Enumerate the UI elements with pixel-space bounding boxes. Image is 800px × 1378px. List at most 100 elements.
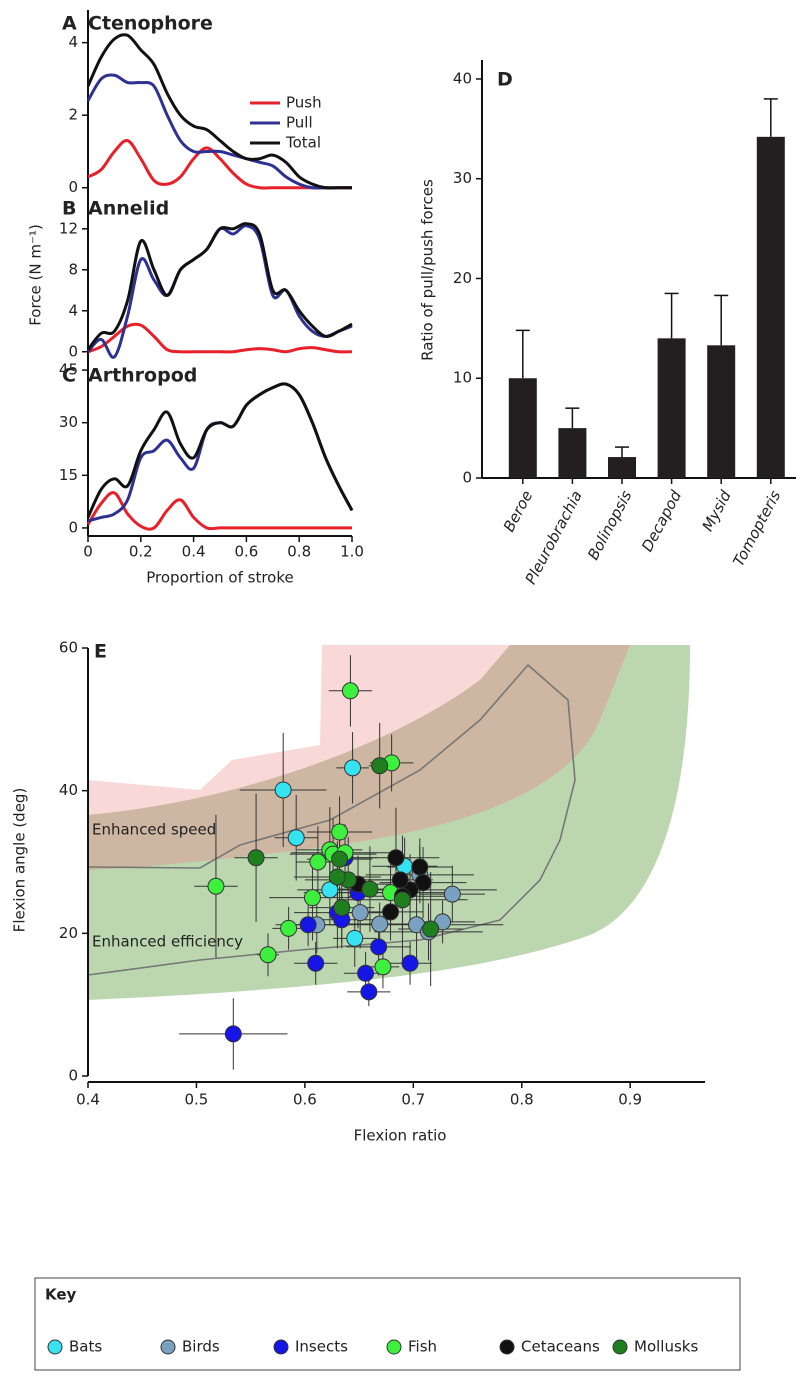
legend-marker <box>499 1339 515 1355</box>
x-tick-label: 0.6 <box>293 1091 317 1109</box>
point <box>224 1025 242 1043</box>
legend-marker <box>386 1339 402 1355</box>
x-axis-label: Flexion ratio <box>354 1127 447 1145</box>
y-tick-label: 60 <box>59 639 78 657</box>
y-tick-label: 10 <box>453 369 472 387</box>
point <box>443 885 461 903</box>
point <box>351 904 369 922</box>
y-tick-label: 2 <box>68 106 78 124</box>
series-line <box>86 33 352 190</box>
y-tick-label: 0 <box>68 342 78 360</box>
annotation: Enhanced efficiency <box>92 933 243 951</box>
annotation: Enhanced speed <box>92 821 216 839</box>
panel-letter: D <box>497 69 513 91</box>
legend-marker <box>612 1339 628 1355</box>
point <box>247 849 265 867</box>
point <box>411 858 429 876</box>
y-axis-label: Flexion angle (deg) <box>11 788 29 933</box>
y-tick-label: 30 <box>59 413 78 431</box>
panel-letter: C <box>62 365 76 387</box>
legend-label: Bats <box>69 1338 102 1356</box>
point <box>414 874 432 892</box>
x-tick-label: 0.2 <box>129 543 153 561</box>
point <box>287 829 305 847</box>
panel-letter: E <box>94 641 107 663</box>
legend-label: Birds <box>182 1338 220 1356</box>
series-line <box>86 382 354 519</box>
x-tick-label: 0.9 <box>618 1091 642 1109</box>
point <box>321 881 339 899</box>
series-line <box>86 222 353 351</box>
point <box>299 916 317 934</box>
x-tick-label: 0.7 <box>401 1091 425 1109</box>
point <box>307 954 325 972</box>
panel-title: Annelid <box>88 198 169 220</box>
point <box>401 954 419 972</box>
x-tick-label: 0.8 <box>510 1091 534 1109</box>
point <box>274 781 292 799</box>
point <box>422 920 440 938</box>
point <box>357 964 375 982</box>
y-tick-label: 0 <box>68 178 78 196</box>
bar <box>558 428 587 478</box>
model-regions <box>87 645 690 1000</box>
point <box>344 759 362 777</box>
legend-label: Push <box>286 94 322 112</box>
x-tick-label: Beroe <box>500 488 537 535</box>
y-tick-label: 45 <box>59 361 78 379</box>
point <box>374 958 392 976</box>
legend-label: Fish <box>408 1338 437 1356</box>
y-tick-label: 15 <box>59 466 78 484</box>
point <box>333 899 351 917</box>
point <box>280 919 298 937</box>
x-tick-label: Bolinopsis <box>584 487 636 563</box>
panel-title: Arthropod <box>88 365 197 387</box>
legend-marker <box>160 1339 176 1355</box>
series-line <box>86 73 352 190</box>
series-line <box>86 224 353 359</box>
bar <box>657 338 686 478</box>
point <box>361 880 379 898</box>
point <box>207 877 225 895</box>
point <box>360 983 378 1001</box>
x-tick-label: 1.0 <box>340 543 364 561</box>
y-tick-label: 4 <box>68 301 78 319</box>
legend-marker <box>47 1339 63 1355</box>
series-line <box>87 322 353 354</box>
y-tick-label: 20 <box>453 269 472 287</box>
legend-label: Pull <box>286 114 313 132</box>
point <box>259 946 277 964</box>
point <box>328 868 346 886</box>
x-tick-label: 0.6 <box>234 543 258 561</box>
legend-marker <box>273 1339 289 1355</box>
bar <box>608 457 636 478</box>
y-tick-label: 8 <box>68 260 78 278</box>
y-tick-label: 4 <box>68 33 78 51</box>
points <box>179 655 504 1070</box>
point <box>346 929 364 947</box>
y-tick-label: 40 <box>59 781 78 799</box>
point <box>370 938 388 956</box>
bar <box>508 378 537 478</box>
bar <box>756 136 785 478</box>
x-axis-label: Proportion of stroke <box>146 569 293 587</box>
x-tick-label: Mysid <box>698 487 734 534</box>
series-line <box>86 491 352 531</box>
point <box>303 889 321 907</box>
x-tick-label: 0.5 <box>185 1091 209 1109</box>
point <box>341 682 359 700</box>
legend-label: Insects <box>295 1338 348 1356</box>
y-axis-label: Force (N m⁻¹) <box>27 224 45 326</box>
overlap-region <box>88 645 630 870</box>
point <box>382 903 400 921</box>
bar <box>707 345 736 478</box>
x-tick-label: 0.4 <box>76 1091 100 1109</box>
y-tick-label: 0 <box>68 1067 78 1085</box>
point <box>331 823 349 841</box>
legend-label: Total <box>285 134 321 152</box>
y-axis-label: Ratio of pull/push forces <box>419 179 437 361</box>
y-tick-label: 30 <box>453 169 472 187</box>
y-tick-label: 12 <box>59 219 78 237</box>
